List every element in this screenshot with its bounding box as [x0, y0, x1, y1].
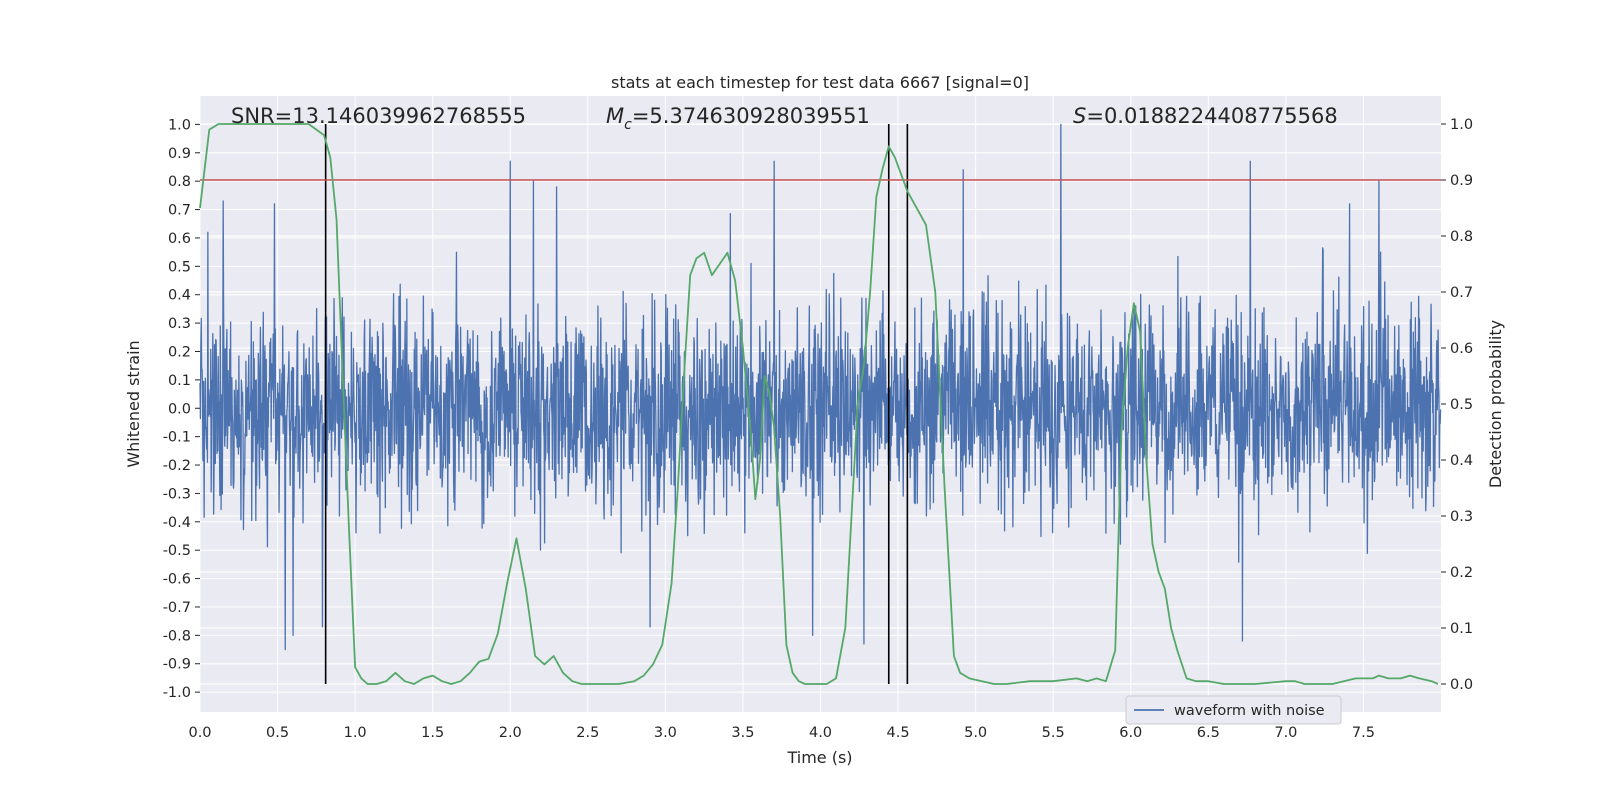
x-tick-label: 5.0 [964, 725, 987, 741]
waveform-line [199, 123, 1442, 651]
x-tick-label: 5.5 [1042, 725, 1065, 741]
left-y-tick-label: -0.4 [163, 515, 191, 531]
right-y-tick-label: 0.4 [1450, 453, 1473, 469]
s-symbol: S [1073, 104, 1086, 128]
left-y-tick-label: 0.7 [168, 203, 191, 219]
left-y-tick-label: 0.1 [168, 373, 191, 389]
left-y-tick-label: -0.8 [163, 628, 191, 644]
right-y-axis-ticks: 0.0 0.1 0.2 0.3 0.4 0.5 0.6 0.7 0.8 0.9 1.0 [1441, 117, 1473, 693]
left-y-tick-label: -0.9 [163, 657, 191, 673]
x-tick-label: 3.5 [731, 725, 754, 741]
right-y-tick-label: 0.3 [1450, 509, 1473, 525]
chirp-mass-symbol: M [606, 104, 624, 128]
legend-label-waveform: waveform with noise [1174, 703, 1325, 719]
chirp-mass-subscript: c [624, 117, 632, 133]
right-y-tick-label: 0.7 [1450, 285, 1473, 301]
x-tick-label: 3.0 [654, 725, 677, 741]
x-tick-label: 7.5 [1352, 725, 1375, 741]
s-annotation: S=0.0188224408775568 [1073, 104, 1338, 128]
left-y-tick-label: 0.8 [168, 174, 191, 190]
detection-markers [324, 124, 909, 684]
left-y-tick-label: 0.6 [168, 231, 191, 247]
right-y-tick-label: 0.1 [1450, 621, 1473, 637]
x-tick-label: 6.5 [1197, 725, 1220, 741]
left-y-axis-ticks: -1.0 -0.9 -0.8 -0.7 -0.6 -0.5 -0.4 -0.3 -0.2 -0.1… [163, 117, 200, 701]
x-axis-ticks: 0.0 0.5 1.0 1.5 2.0 2.5 3.0 3.5 4.0 4.5 5.0 5.5 6.0 6… [188, 725, 1375, 741]
chirp-mass-value: =5.374630928039551 [632, 104, 870, 128]
x-tick-label: 6.0 [1119, 725, 1142, 741]
left-y-tick-label: 0.5 [168, 259, 191, 275]
x-tick-label: 0.5 [266, 725, 289, 741]
detection-probability-line [199, 123, 1439, 685]
x-tick-label: 2.5 [576, 725, 599, 741]
right-y-tick-label: 0.0 [1450, 677, 1473, 693]
x-axis-label: Time (s) [786, 748, 852, 767]
left-y-axis-label: Whitened strain [124, 340, 143, 467]
left-y-tick-label: 0.3 [168, 316, 191, 332]
x-tick-label: 4.0 [809, 725, 832, 741]
left-y-tick-label: -0.5 [163, 543, 191, 559]
x-tick-label: 4.5 [887, 725, 910, 741]
legend: waveform with noise [1125, 695, 1342, 725]
chart-title: stats at each timestep for test data 666… [611, 73, 1029, 92]
legend-box [1125, 695, 1342, 725]
left-y-tick-label: 0.9 [168, 146, 191, 162]
right-y-tick-label: 1.0 [1450, 117, 1473, 133]
left-y-tick-label: 0.0 [168, 401, 191, 417]
s-value: =0.0188224408775568 [1086, 104, 1337, 128]
x-tick-label: 1.5 [421, 725, 444, 741]
left-y-tick-label: 0.2 [168, 344, 191, 360]
x-tick-label: 0.0 [188, 725, 211, 741]
waveform-with-noise-series [199, 123, 1442, 651]
left-y-tick-label: -0.6 [163, 572, 191, 588]
left-y-tick-label: -0.2 [163, 458, 191, 474]
x-tick-label: 7.0 [1274, 725, 1297, 741]
right-y-tick-label: 0.5 [1450, 397, 1473, 413]
left-y-tick-label: 0.4 [168, 288, 191, 304]
x-tick-label: 2.0 [499, 725, 522, 741]
x-tick-label: 1.0 [344, 725, 367, 741]
left-y-tick-label: -1.0 [163, 685, 191, 701]
right-y-tick-label: 0.8 [1450, 229, 1473, 245]
left-y-tick-label: -0.1 [163, 430, 191, 446]
chirp-mass-annotation: Mc=5.374630928039551 [606, 104, 870, 133]
left-y-tick-label: -0.3 [163, 486, 191, 502]
snr-annotation: SNR=13.146039962768555 [231, 104, 526, 128]
right-y-tick-label: 0.6 [1450, 341, 1473, 357]
left-y-tick-label: 1.0 [168, 117, 191, 133]
right-y-tick-label: 0.9 [1450, 173, 1473, 189]
right-y-tick-label: 0.2 [1450, 565, 1473, 581]
detection-probability-series [199, 123, 1439, 685]
right-y-axis-label: Detection probability [1486, 320, 1505, 488]
left-y-tick-label: -0.7 [163, 600, 191, 616]
